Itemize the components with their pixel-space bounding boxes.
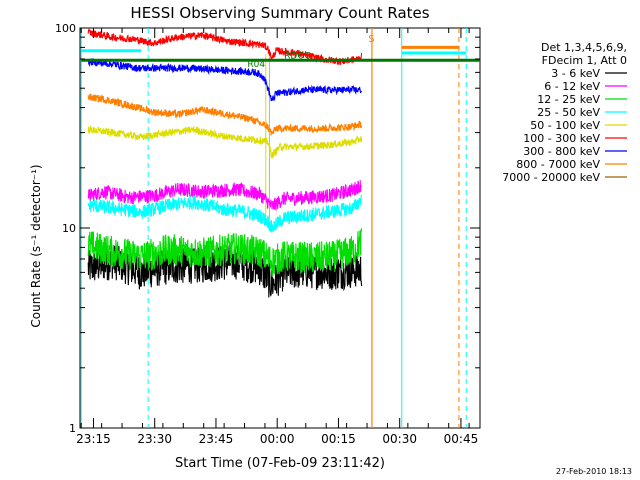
legend-item-label: 100 - 300 keV [523, 132, 600, 145]
chart-title: HESSI Observing Summary Count Rates [130, 4, 429, 22]
flag-label-rdoc: RDOC [284, 52, 311, 62]
legend-item-label: 800 - 7000 keV [516, 158, 600, 171]
y-axis-label: Count Rate (s⁻¹ detector⁻¹) [29, 164, 43, 327]
x-tick-label: 23:30 [137, 432, 172, 446]
y-tick-label: 10 [62, 222, 76, 235]
saa-and-night-markers: S [80, 28, 467, 428]
legend-header-line-2: FDecim 1, Att 0 [542, 54, 627, 67]
series-line-6 [87, 58, 363, 102]
legend-item-label: 25 - 50 keV [537, 106, 600, 119]
detector-flag-lines: R04 RDOC [81, 52, 480, 70]
x-axis-label: Start Time (07-Feb-09 23:11:42) [175, 456, 385, 471]
series-line-1 [87, 180, 362, 211]
y-axis-ticks: 1 10 100 [55, 22, 480, 435]
legend: Det 1,3,4,5,6,9, FDecim 1, Att 0 3 - 6 k… [502, 41, 627, 184]
series-line-5 [87, 28, 363, 66]
legend-item-label: 300 - 800 keV [523, 145, 600, 158]
flag-label-r04: R04 [247, 60, 265, 70]
y-tick-label: 1 [69, 422, 76, 435]
series-line-4 [87, 125, 363, 159]
x-tick-label: 00:45 [444, 432, 479, 446]
legend-item-label: 3 - 6 keV [551, 67, 600, 80]
x-tick-label: 23:45 [199, 432, 234, 446]
legend-item-label: 6 - 12 keV [544, 80, 600, 93]
series-line-2 [87, 228, 363, 277]
x-axis-ticks: 23:15 23:30 23:45 00:00 00:15 00:30 00:45 [76, 28, 478, 446]
legend-item-label: 50 - 100 keV [530, 119, 600, 132]
x-tick-label: 00:00 [260, 432, 295, 446]
y-tick-label: 100 [55, 22, 76, 35]
plot-timestamp: 27-Feb-2010 18:13 [556, 467, 632, 476]
x-tick-label: 23:15 [76, 432, 111, 446]
x-tick-label: 00:30 [382, 432, 417, 446]
x-tick-label: 00:15 [321, 432, 356, 446]
series-line-3 [87, 194, 363, 233]
saa-label: S [368, 34, 374, 45]
data-series-group [87, 28, 363, 298]
plot-frame [79, 27, 481, 429]
legend-header-line-1: Det 1,3,4,5,6,9, [541, 41, 627, 54]
series-line-7 [87, 93, 363, 136]
legend-item-label: 7000 - 20000 keV [502, 171, 600, 184]
legend-item-label: 12 - 25 keV [537, 93, 600, 106]
